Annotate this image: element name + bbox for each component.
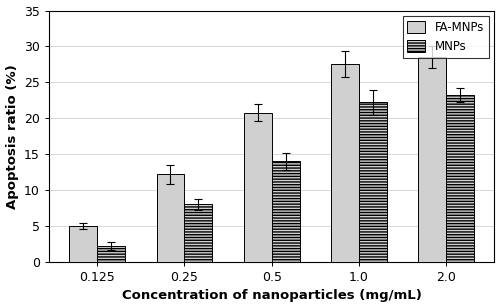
Y-axis label: Apoptosis ratio (%): Apoptosis ratio (%): [6, 64, 18, 209]
Bar: [244, 112, 272, 262]
Bar: [446, 95, 474, 262]
Bar: [331, 64, 359, 262]
Bar: [97, 246, 125, 262]
Legend: FA-MNPs, MNPs: FA-MNPs, MNPs: [402, 16, 488, 58]
X-axis label: Concentration of nanoparticles (mg/mL): Concentration of nanoparticles (mg/mL): [122, 290, 422, 302]
Bar: [70, 226, 97, 262]
Bar: [184, 205, 212, 262]
Bar: [272, 161, 299, 262]
Bar: [156, 174, 184, 262]
Bar: [359, 103, 387, 262]
Bar: [418, 57, 446, 262]
